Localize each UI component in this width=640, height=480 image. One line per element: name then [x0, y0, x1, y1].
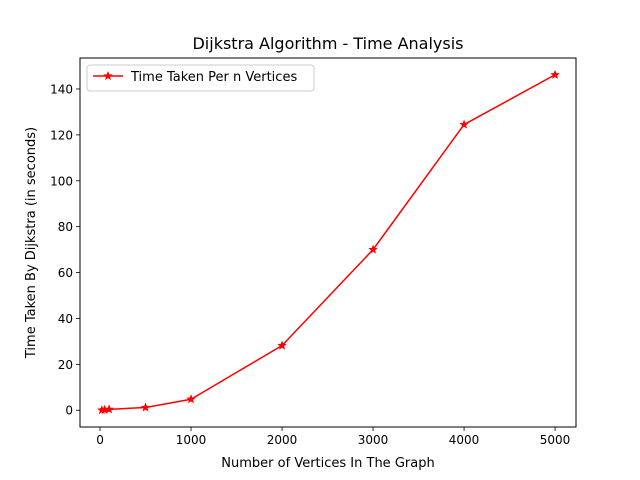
y-tick-label: 20 — [58, 358, 73, 372]
series-layer — [97, 69, 560, 415]
data-point — [140, 402, 151, 412]
x-tick-label: 0 — [96, 433, 104, 447]
plot-frame — [79, 57, 577, 428]
y-axis-label: Time Taken By Dijkstra (in seconds) — [24, 127, 39, 359]
data-point — [550, 69, 560, 79]
y-axis-ticks: 0 20 40 60 80 100 120 140 — [50, 82, 80, 418]
data-point — [186, 394, 196, 404]
y-tick-label: 80 — [58, 220, 73, 234]
x-tick-label: 1000 — [176, 433, 207, 447]
y-tick-label: 100 — [50, 174, 73, 188]
data-point — [104, 404, 114, 414]
data-point — [368, 244, 378, 254]
x-axis-label: Number of Vertices In The Graph — [221, 456, 434, 471]
y-tick-label: 0 — [65, 404, 73, 418]
plot-area — [79, 57, 577, 428]
legend-box — [86, 64, 315, 92]
y-tick-label: 60 — [58, 266, 73, 280]
x-tick-label: 4000 — [449, 433, 480, 447]
y-tick-label: 120 — [50, 128, 73, 142]
chart-title: Dijkstra Algorithm - Time Analysis — [192, 34, 463, 53]
data-point — [459, 119, 469, 129]
legend-star-marker — [103, 70, 113, 81]
legend: Time Taken Per n Vertices — [86, 64, 315, 92]
x-axis-ticks: 0 1000 2000 3000 4000 5000 — [96, 427, 570, 447]
x-tick-label: 3000 — [358, 433, 389, 447]
x-tick-label: 2000 — [267, 433, 298, 447]
legend-label: Time Taken Per n Vertices — [130, 70, 297, 85]
y-tick-label: 40 — [58, 312, 73, 326]
x-tick-label: 5000 — [540, 433, 571, 447]
y-tick-label: 140 — [50, 82, 73, 96]
data-point — [277, 340, 287, 350]
